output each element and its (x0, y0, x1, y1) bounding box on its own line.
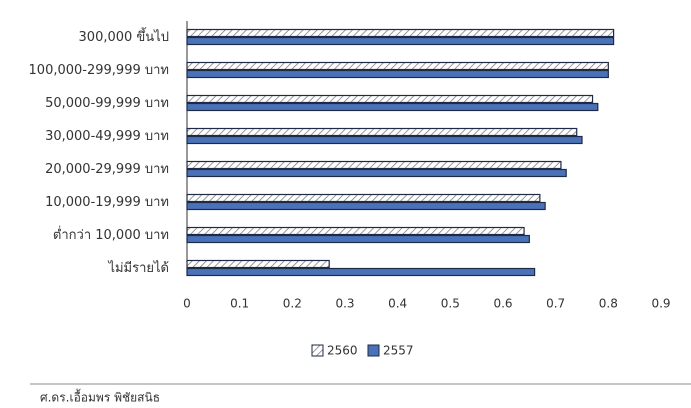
legend-label: 2557 (383, 344, 414, 358)
y-tick-label: 300,000 ขึ้นไป (79, 27, 169, 45)
y-tick-label: 10,000-19,999 บาท (45, 195, 169, 210)
bar (186, 168, 567, 178)
bar (186, 267, 536, 277)
bar (186, 234, 530, 244)
bar (186, 94, 594, 104)
x-tick-label: 0.6 (493, 297, 512, 311)
x-tick-label: 0.5 (441, 297, 460, 311)
x-tick-label: 0.8 (599, 297, 618, 311)
bar (186, 226, 525, 236)
bar (186, 193, 541, 203)
footer: ศ.ดร.เอื้อมพร พิชัยสนิธ (40, 389, 160, 405)
bar (186, 135, 583, 145)
bar (186, 127, 578, 137)
x-tick-label: 0.7 (546, 297, 565, 311)
legend-swatch (311, 344, 324, 357)
x-tick-label: 0 (183, 297, 191, 311)
y-tick-label: 50,000-99,999 บาท (45, 96, 169, 111)
y-tick-label: ต่ำกว่า 10,000 บาท (53, 226, 169, 243)
bar (186, 259, 330, 269)
bar (186, 69, 609, 79)
bar (186, 201, 546, 211)
x-tick-label: 0.9 (651, 297, 670, 311)
x-tick-label: 0.4 (388, 297, 407, 311)
y-tick-label: ไม่มีรายได้ (107, 260, 169, 276)
y-tick-label: 20,000-29,999 บาท (45, 162, 169, 177)
x-tick-label: 0.3 (335, 297, 354, 311)
legend-label: 2560 (327, 344, 358, 358)
bar (186, 61, 609, 71)
x-tick-label: 0.1 (230, 297, 249, 311)
y-tick-label: 30,000-49,999 บาท (45, 129, 169, 144)
x-tick-label: 0.2 (283, 297, 302, 311)
bar (186, 102, 599, 112)
bar (186, 28, 615, 38)
bar (186, 36, 615, 46)
y-tick-label: 100,000-299,999 บาท (29, 63, 169, 78)
legend-swatch (367, 344, 380, 357)
bar (186, 160, 562, 170)
